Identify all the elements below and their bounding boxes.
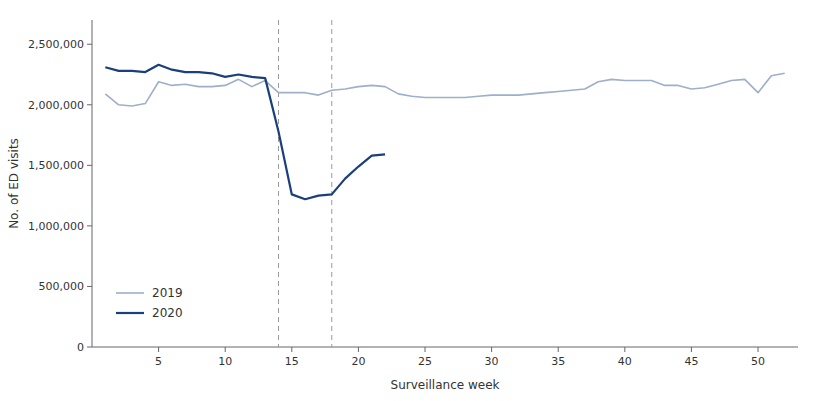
- legend: 2019 2020: [116, 286, 183, 320]
- y-tick-label: 2,000,000: [28, 99, 84, 112]
- x-tick-label: 5: [155, 355, 162, 368]
- x-tick: [425, 347, 426, 352]
- y-tick-label: 500,000: [39, 280, 85, 293]
- x-axis-line: [92, 347, 798, 348]
- x-tick: [758, 347, 759, 352]
- series-line: [105, 65, 385, 199]
- x-tick: [558, 347, 559, 352]
- x-tick-label: 10: [218, 355, 232, 368]
- x-tick-label: 20: [351, 355, 365, 368]
- y-tick: [87, 104, 92, 105]
- legend-label: 2020: [152, 306, 183, 320]
- y-tick: [87, 225, 92, 226]
- y-tick: [87, 165, 92, 166]
- x-tick-label: 15: [285, 355, 299, 368]
- x-axis: 5 10 15 20 25 30 35 40 45 50: [155, 347, 765, 368]
- y-tick-label: 1,500,000: [28, 159, 84, 172]
- y-axis-label: No. of ED visits: [7, 138, 21, 229]
- x-tick: [624, 347, 625, 352]
- x-tick-label: 25: [418, 355, 432, 368]
- x-tick: [358, 347, 359, 352]
- y-tick: [87, 286, 92, 287]
- chart: 0 500,000 1,000,000 1,500,000 2,000,000 2,500…: [0, 0, 822, 401]
- y-tick-label: 0: [77, 341, 84, 354]
- y-tick-label: 1,000,000: [28, 220, 84, 233]
- reference-line: [331, 20, 332, 347]
- legend-swatch: [116, 292, 144, 294]
- series-line: [105, 73, 784, 106]
- reference-line: [278, 20, 279, 347]
- x-tick-label: 50: [751, 355, 765, 368]
- x-tick: [158, 347, 159, 352]
- y-axis-line: [92, 20, 93, 347]
- legend-label: 2019: [152, 286, 183, 300]
- plot-area: [105, 20, 784, 347]
- x-axis-label: Surveillance week: [391, 378, 500, 392]
- x-tick-label: 30: [485, 355, 499, 368]
- x-tick-label: 45: [684, 355, 698, 368]
- x-tick: [225, 347, 226, 352]
- y-axis: 0 500,000 1,000,000 1,500,000 2,000,000 2,500…: [28, 38, 92, 354]
- legend-swatch: [116, 312, 144, 314]
- y-tick: [87, 44, 92, 45]
- x-tick: [491, 347, 492, 352]
- x-tick-label: 35: [551, 355, 565, 368]
- x-tick: [291, 347, 292, 352]
- x-tick-label: 40: [618, 355, 632, 368]
- x-tick: [691, 347, 692, 352]
- y-tick-label: 2,500,000: [28, 38, 84, 51]
- y-tick: [87, 347, 92, 348]
